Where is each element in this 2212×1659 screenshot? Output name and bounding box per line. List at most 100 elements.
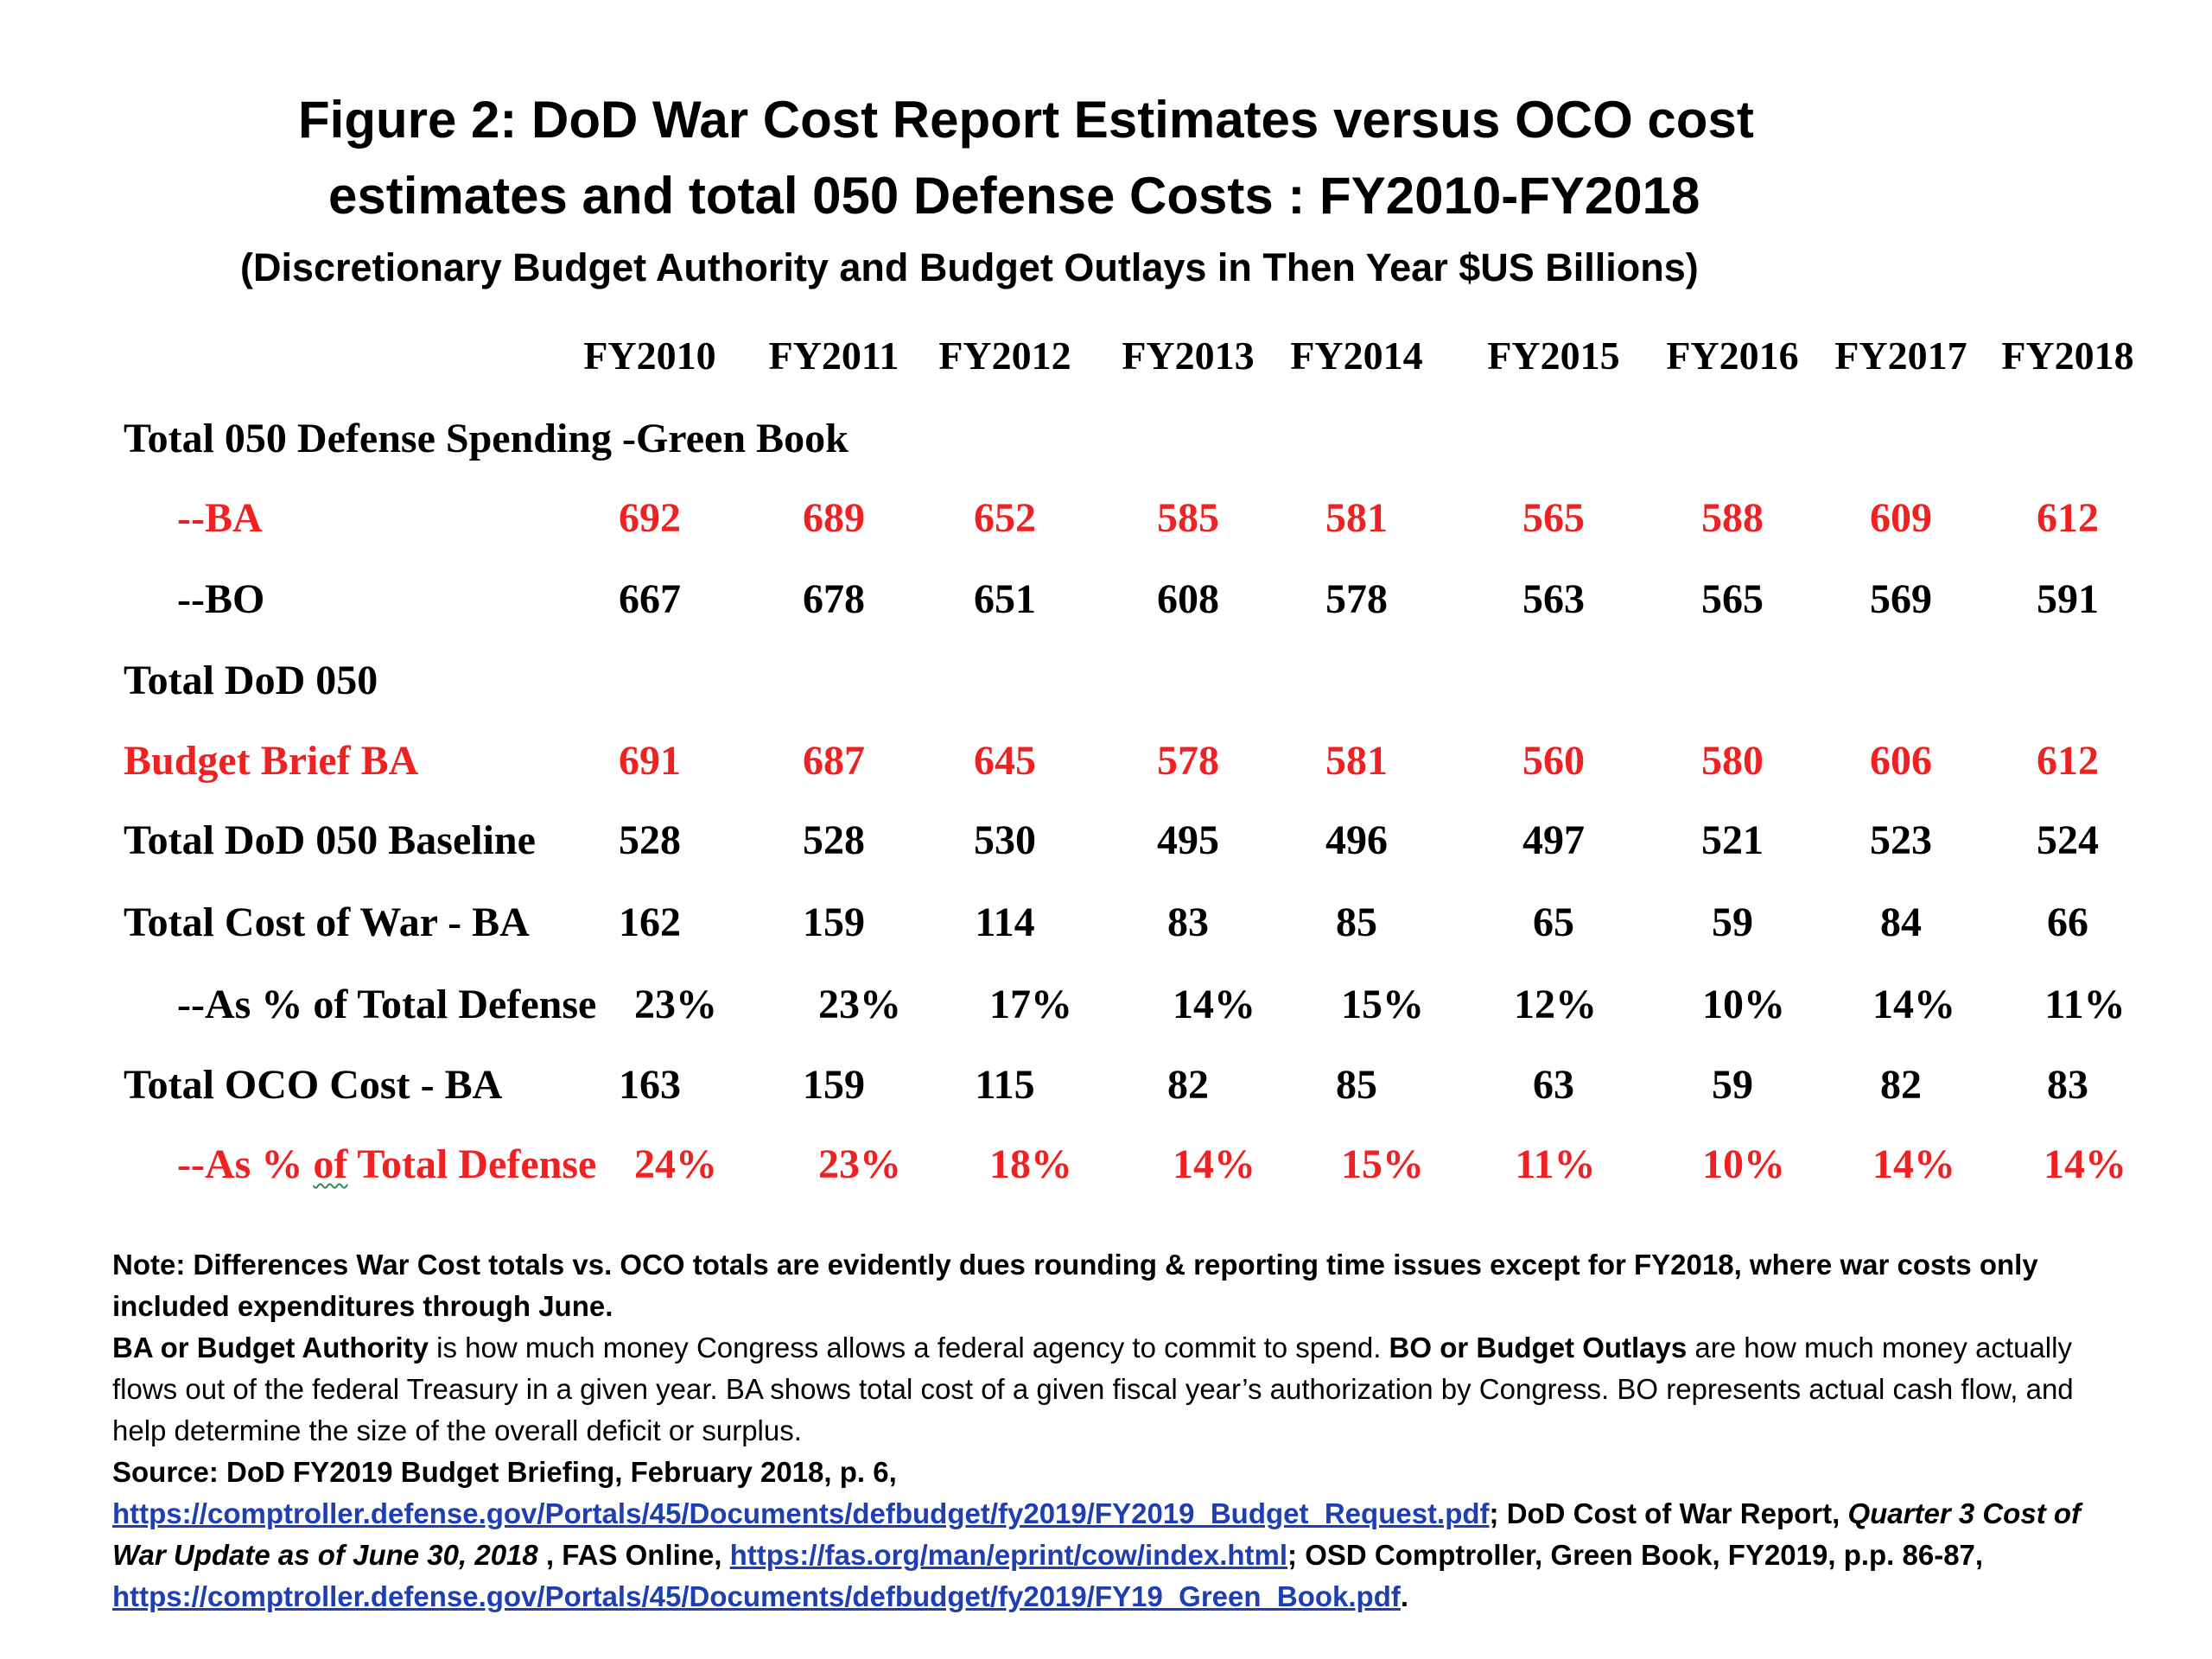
section-row-dod: Total DoD 050 [0, 657, 2212, 717]
value-cell: 608 [1157, 576, 1219, 622]
note-text: Note: Differences War Cost totals vs. OC… [112, 1249, 2038, 1322]
definitions-text: BA or Budget Authority is how much money… [112, 1332, 2074, 1446]
bo-term: BO or Budget Outlays [1389, 1332, 1688, 1363]
value-cell: 588 [1701, 495, 1764, 541]
row-label: Total OCO Cost - BA [124, 1062, 503, 1108]
value-cell: 495 [1157, 817, 1219, 863]
value-cell: 523 [1870, 817, 1932, 863]
row-war-percent: --As % of Total Defense 23% 23% 17% 14% 15% 1… [0, 981, 2212, 1041]
value-cell: 17% [989, 982, 1072, 1027]
value-cell: 581 [1325, 738, 1388, 784]
value-cell: 678 [803, 576, 865, 622]
value-cell: 606 [1870, 738, 1932, 784]
spellcheck-underline: of [313, 1141, 348, 1187]
value-cell: 581 [1325, 495, 1388, 541]
value-cell: 24% [634, 1141, 717, 1187]
year-header: FY2018 [2001, 334, 2134, 378]
value-cell: 11% [2044, 982, 2126, 1027]
year-header: FY2016 [1666, 334, 1799, 378]
row-dod-baseline: Total DoD 050 Baseline 528 528 530 495 496 49… [0, 817, 2212, 877]
value-cell: 521 [1701, 817, 1764, 863]
value-cell: 14% [2044, 1141, 2126, 1187]
year-header: FY2014 [1290, 334, 1423, 378]
value-cell: 560 [1522, 738, 1585, 784]
source-text: Source: DoD FY2019 Budget Briefing, Febr… [112, 1456, 2081, 1612]
value-cell: 569 [1870, 576, 1932, 622]
figure-title-line-1: Figure 2: DoD War Cost Report Estimates … [298, 91, 1754, 149]
value-cell: 10% [1702, 1141, 1785, 1187]
row-label: --As % of Total Defense [177, 1141, 597, 1187]
value-cell: 162 [619, 899, 681, 945]
value-cell: 82 [1167, 1062, 1209, 1108]
value-cell: 159 [803, 1062, 865, 1108]
value-cell: 14% [1872, 1141, 1955, 1187]
value-cell: 528 [619, 817, 681, 863]
value-cell: 496 [1325, 817, 1388, 863]
value-cell: 66 [2047, 899, 2088, 945]
row-oco-percent: --As % of Total Defense 24% 23% 18% 14% 15% 1… [0, 1141, 2212, 1201]
value-cell: 612 [2037, 495, 2099, 541]
row-label: Total Cost of War - BA [124, 899, 530, 945]
value-cell: 163 [619, 1062, 681, 1108]
value-cell: 85 [1336, 899, 1377, 945]
value-cell: 18% [989, 1141, 1072, 1187]
value-cell: 565 [1701, 576, 1764, 622]
year-header-row: FY2010 FY2011 FY2012 FY2013 FY2014 FY2015 FY20… [0, 333, 2212, 393]
value-cell: 528 [803, 817, 865, 863]
value-cell: 692 [619, 495, 681, 541]
figure-title-line-2: estimates and total 050 Defense Costs : … [328, 167, 1700, 225]
year-header: FY2015 [1487, 334, 1620, 378]
value-cell: 14% [1173, 1141, 1255, 1187]
value-cell: 585 [1157, 495, 1219, 541]
value-cell: 59 [1712, 899, 1753, 945]
notes-block: Note: Differences War Cost totals vs. OC… [112, 1244, 2134, 1618]
value-cell: 23% [634, 982, 717, 1027]
value-cell: 159 [803, 899, 865, 945]
value-cell: 115 [975, 1062, 1035, 1108]
section-row-green-book: Total 050 Defense Spending -Green Book [0, 415, 2212, 475]
value-cell: 15% [1341, 982, 1424, 1027]
value-cell: 63 [1533, 1062, 1574, 1108]
section-label-dod: Total DoD 050 [124, 658, 378, 703]
value-cell: 65 [1533, 899, 1574, 945]
section-label-green-book: Total 050 Defense Spending -Green Book [124, 416, 849, 461]
figure-subtitle: (Discretionary Budget Authority and Budg… [240, 245, 1699, 289]
year-header: FY2017 [1834, 334, 1967, 378]
value-cell: 23% [818, 982, 901, 1027]
row-label: --BO [177, 576, 265, 622]
value-cell: 687 [803, 738, 865, 784]
value-cell: 15% [1341, 1141, 1424, 1187]
year-header: FY2013 [1122, 334, 1255, 378]
value-cell: 591 [2037, 576, 2099, 622]
value-cell: 530 [974, 817, 1036, 863]
value-cell: 59 [1712, 1062, 1753, 1108]
value-cell: 691 [619, 738, 681, 784]
value-cell: 12% [1514, 982, 1597, 1027]
row-oco-cost: Total OCO Cost - BA 163 159 115 82 85 63 59 82 8… [0, 1061, 2212, 1122]
value-cell: 612 [2037, 738, 2099, 784]
row-budget-brief-ba: Budget Brief BA 691 687 645 578 581 560 580 606… [0, 737, 2212, 798]
row-green-book-ba: --BA 692 689 652 585 581 565 588 609 612 [0, 494, 2212, 555]
value-cell: 14% [1173, 982, 1255, 1027]
value-cell: 524 [2037, 817, 2099, 863]
value-cell: 84 [1880, 899, 1922, 945]
value-cell: 563 [1522, 576, 1585, 622]
year-header: FY2011 [768, 334, 899, 378]
figure-title-block: Figure 2: DoD War Cost Report Estimates … [0, 82, 2212, 298]
value-cell: 667 [619, 576, 681, 622]
value-cell: 578 [1157, 738, 1219, 784]
value-cell: 83 [1167, 899, 1209, 945]
value-cell: 11% [1515, 1141, 1596, 1187]
value-cell: 645 [974, 738, 1036, 784]
link-green-book[interactable]: https://comptroller.defense.gov/Portals/… [112, 1580, 1401, 1612]
link-budget-request[interactable]: https://comptroller.defense.gov/Portals/… [112, 1497, 1490, 1529]
value-cell: 10% [1702, 982, 1785, 1027]
value-cell: 580 [1701, 738, 1764, 784]
value-cell: 609 [1870, 495, 1932, 541]
value-cell: 578 [1325, 576, 1388, 622]
value-cell: 85 [1336, 1062, 1377, 1108]
link-fas-cow[interactable]: https://fas.org/man/eprint/cow/index.htm… [729, 1539, 1288, 1571]
row-label: Budget Brief BA [124, 738, 419, 784]
row-cost-of-war: Total Cost of War - BA 162 159 114 83 85 65 59… [0, 899, 2212, 959]
value-cell: 497 [1522, 817, 1585, 863]
